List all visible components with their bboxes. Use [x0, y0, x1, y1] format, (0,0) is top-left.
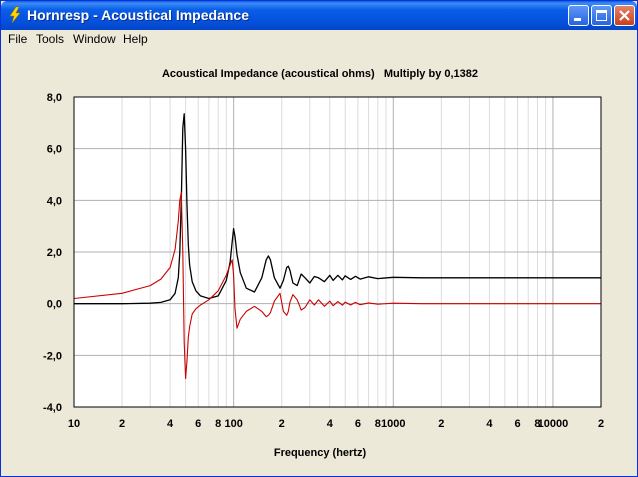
menu-tools[interactable]: Tools: [36, 32, 65, 46]
y-tick-label: -4,0: [43, 402, 62, 414]
x-tick-label: 6: [195, 418, 201, 430]
plot-frame: [73, 96, 602, 408]
x-tick-label: 4: [167, 418, 174, 430]
minimize-icon: [574, 18, 581, 21]
menu-help[interactable]: Help: [123, 32, 148, 46]
menu-file[interactable]: File: [8, 32, 28, 46]
x-tick-label: 2: [438, 418, 444, 430]
x-axis-label: Frequency (hertz): [273, 447, 367, 459]
x-tick-label: 8: [534, 418, 540, 430]
title-bar[interactable]: Hornresp - Acoustical Impedance: [1, 1, 637, 30]
close-icon: [619, 10, 630, 21]
minimize-button[interactable]: [568, 5, 589, 26]
close-button[interactable]: [614, 5, 635, 26]
x-tick-label: 8: [215, 418, 221, 430]
maximize-button[interactable]: [591, 5, 612, 26]
chart-area: Acoustical Impedance (acoustical ohms) M…: [2, 48, 636, 476]
impedance-chart: 8,06,04,02,00,0-2,0-4,010 2 4 6 8 100 2 4 6 8 1000…: [43, 92, 604, 430]
x-tick-label: 100: [224, 418, 242, 430]
x-tick-label: 4: [327, 418, 334, 430]
x-tick-label: 2: [279, 418, 285, 430]
x-tick-label: 10000: [538, 418, 569, 430]
menu-bar: File Tools Window Help: [2, 30, 636, 48]
series-line-red: [73, 192, 601, 380]
y-tick-label: 4,0: [47, 195, 62, 207]
lightning-icon: [9, 7, 21, 23]
series-line-black: [74, 113, 601, 305]
x-tick-label: 8: [375, 418, 381, 430]
menu-window[interactable]: Window: [73, 32, 116, 46]
x-tick-label: 10: [68, 418, 80, 430]
window-title: Hornresp - Acoustical Impedance: [27, 7, 249, 23]
y-tick-label: 2,0: [47, 247, 62, 259]
x-tick-label: 1000: [381, 418, 405, 430]
x-tick-label: 2: [598, 418, 604, 430]
x-tick-label: 6: [355, 418, 361, 430]
x-tick-label: 4: [486, 418, 493, 430]
y-tick-label: 6,0: [47, 144, 62, 156]
y-tick-label: 8,0: [47, 92, 62, 104]
maximize-icon: [596, 10, 607, 21]
y-tick-label: 0,0: [47, 299, 62, 311]
y-tick-label: -2,0: [43, 350, 62, 362]
x-tick-label: 6: [514, 418, 520, 430]
x-tick-label: 2: [119, 418, 125, 430]
chart-title: Acoustical Impedance (acoustical ohms) M…: [161, 68, 479, 80]
